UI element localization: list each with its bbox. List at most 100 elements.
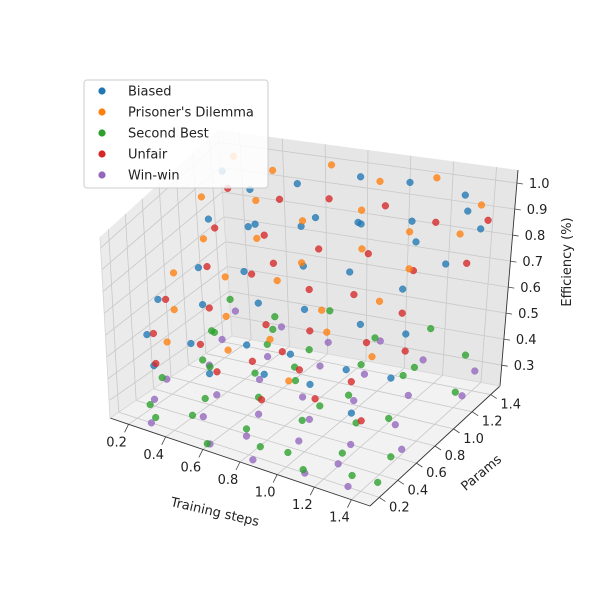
data-point — [298, 217, 307, 225]
legend-marker — [98, 87, 106, 95]
pane-edge — [231, 335, 501, 387]
data-point — [451, 388, 459, 396]
data-point — [408, 217, 416, 225]
legend-label: Second Best — [128, 127, 209, 142]
data-point — [305, 285, 313, 294]
x-tick-mark — [161, 436, 167, 446]
data-point — [149, 329, 158, 338]
data-point — [196, 340, 205, 349]
z-tick-label: 0.9 — [527, 203, 548, 218]
z-tick-mark — [501, 364, 508, 367]
legend-label: Biased — [128, 85, 172, 100]
data-point — [251, 369, 259, 377]
data-point — [306, 327, 314, 335]
legend-label: Prisoner's Dilemma — [128, 106, 254, 121]
y-tick-label: 0.8 — [445, 449, 466, 464]
data-point — [253, 234, 261, 243]
pane-edge — [99, 236, 111, 419]
data-point — [248, 270, 256, 278]
z-tick-mark — [503, 338, 510, 341]
y-tick-label: 1.0 — [463, 432, 484, 447]
data-point — [199, 413, 207, 421]
data-point — [255, 410, 263, 418]
data-points — [143, 152, 492, 491]
data-point — [323, 328, 331, 336]
data-point — [398, 309, 406, 317]
data-point — [406, 178, 414, 187]
data-point — [362, 339, 371, 347]
data-point — [305, 415, 314, 424]
data-point — [327, 161, 336, 169]
data-point — [293, 180, 301, 188]
data-point — [262, 321, 270, 329]
data-point — [152, 413, 160, 422]
data-point — [152, 359, 160, 368]
data-point — [188, 411, 197, 419]
y-grid-left — [175, 168, 189, 366]
data-point — [291, 377, 300, 385]
y-tick-mark — [453, 428, 460, 434]
x-tick-label: 0.2 — [106, 435, 127, 450]
data-point — [427, 325, 435, 333]
data-point — [146, 401, 154, 409]
z-grid-back — [218, 142, 517, 184]
pane-edge — [109, 335, 233, 419]
y-tick-mark — [397, 479, 405, 485]
data-point — [477, 201, 486, 209]
z-tick-label: 0.3 — [514, 359, 535, 374]
data-point — [271, 313, 279, 321]
data-point — [203, 263, 211, 271]
data-point — [208, 327, 216, 335]
legend-marker — [98, 108, 106, 116]
data-point — [269, 166, 277, 175]
data-point — [461, 351, 470, 359]
data-point — [266, 335, 274, 344]
data-point — [201, 394, 209, 403]
data-point — [194, 264, 203, 272]
y-axis-label: Params — [459, 452, 506, 494]
data-point — [269, 259, 278, 267]
z-tick-label: 1.0 — [529, 177, 550, 192]
x-tick-mark — [309, 486, 315, 496]
data-point — [295, 437, 303, 445]
data-point — [357, 220, 365, 228]
data-point — [432, 218, 440, 226]
data-point — [300, 305, 309, 314]
legend-label: Win-win — [128, 169, 180, 184]
y-grid-floor — [136, 400, 398, 481]
data-point — [357, 361, 365, 369]
z-tick-mark — [506, 312, 513, 315]
y-tick-label: 1.2 — [482, 415, 503, 430]
z-tick-label: 0.6 — [520, 281, 541, 296]
data-point — [346, 268, 354, 276]
z-tick-mark — [510, 260, 517, 263]
data-point — [273, 277, 281, 285]
data-point — [347, 409, 356, 417]
data-point — [357, 417, 365, 425]
z-grid-left — [102, 191, 223, 292]
x-grid-back — [324, 144, 329, 354]
z-grid-left — [103, 216, 225, 314]
data-point — [356, 320, 365, 329]
data-point — [404, 391, 412, 400]
y-grid-left — [141, 198, 154, 389]
data-point — [243, 341, 251, 349]
y-tick-label: 0.4 — [408, 483, 429, 498]
data-point — [347, 378, 355, 386]
data-point — [170, 306, 178, 314]
x-tick-label: 0.4 — [143, 448, 164, 463]
data-point — [199, 235, 208, 243]
data-point — [275, 195, 284, 203]
data-point — [316, 402, 324, 410]
z-tick-mark — [516, 182, 523, 185]
data-point — [401, 347, 409, 355]
z-grid-back — [228, 290, 504, 340]
x-tick-mark — [347, 499, 352, 508]
data-point — [311, 395, 319, 403]
data-point — [402, 330, 410, 338]
data-point — [154, 295, 162, 304]
data-point — [231, 307, 240, 315]
x-tick-label: 0.6 — [181, 460, 202, 475]
y-tick-label: 1.4 — [500, 398, 521, 413]
z-tick-label: 0.5 — [518, 307, 539, 322]
